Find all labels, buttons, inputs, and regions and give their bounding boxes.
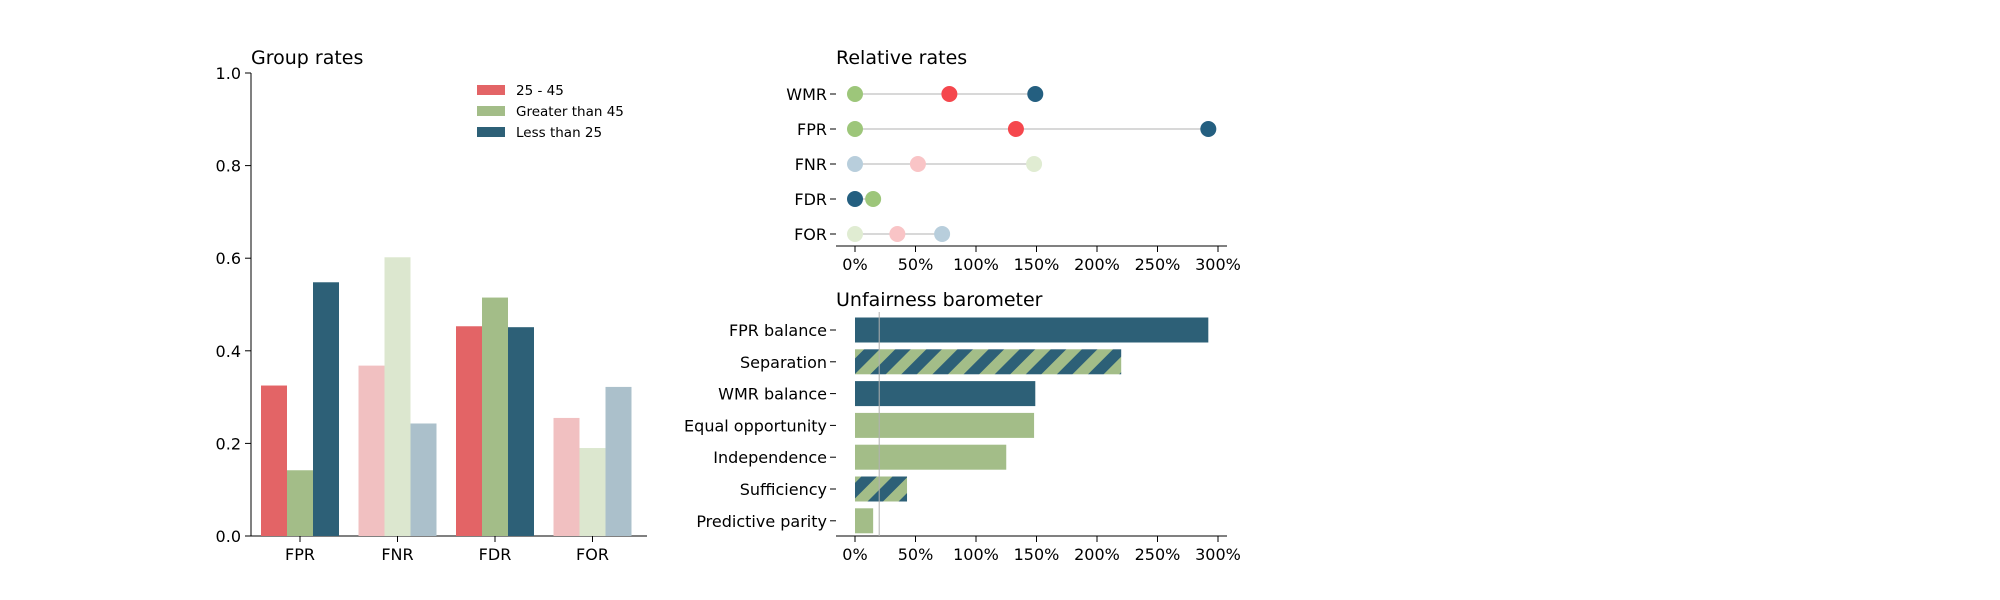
x-tick-label-0: 0% <box>842 545 867 564</box>
dot-for-25-45 <box>889 226 906 242</box>
y-label-wmr: WMR <box>786 85 827 104</box>
y-label-predictive-parity: Predictive parity <box>696 512 827 531</box>
bar-separation <box>855 349 1122 375</box>
y-tick-label: 0.0 <box>216 527 241 546</box>
bar-sufficiency <box>855 476 908 502</box>
dot-fnr-25-45 <box>909 156 926 172</box>
y-label-wmr-balance: WMR balance <box>718 385 827 404</box>
y-label-equal-opportunity: Equal opportunity <box>684 416 827 435</box>
bar-wmr-balance <box>855 381 1036 407</box>
bar-for-greater-than-45 <box>579 448 606 536</box>
y-tick-label: 0.6 <box>216 249 241 268</box>
bar-for-less-than-25 <box>605 386 632 536</box>
dot-wmr-25-45 <box>941 86 958 102</box>
bar-fpr-less-than-25 <box>313 282 339 536</box>
legend-label-greater-than-45: Greater than 45 <box>516 104 624 120</box>
x-tick-label-200: 200% <box>1074 255 1120 274</box>
y-label-fpr-balance: FPR balance <box>729 321 827 340</box>
x-tick-label-150: 150% <box>1014 255 1060 274</box>
bar-fpr-balance <box>855 317 1209 343</box>
x-tick-label-250: 250% <box>1135 545 1181 564</box>
group-rates-chart: Group rates 0.0 0.2 0.4 0.6 0.8 1.0 FPR FNR FDR… <box>216 47 647 564</box>
y-label-sufficiency: Sufficiency <box>740 480 827 499</box>
bar-fdr-greater-than-45 <box>482 297 508 536</box>
dot-fpr-25-45 <box>1007 121 1024 137</box>
bar-fpr-greater-than-45 <box>287 470 313 536</box>
relative-rates-chart: Relative rates WMR FPR FNR FDR FOR 0% 50% 100%… <box>786 47 1241 274</box>
y-label-for: FOR <box>794 225 827 244</box>
legend-label-less-than-25: Less than 25 <box>516 125 602 141</box>
dot-for-greater-than-45 <box>847 226 863 242</box>
x-tick-label-50: 50% <box>898 545 934 564</box>
group-rates-title: Group rates <box>251 47 363 69</box>
dot-fnr-less-than-25 <box>847 156 863 172</box>
x-tick-label-200: 200% <box>1074 545 1120 564</box>
y-label-separation: Separation <box>740 353 827 372</box>
y-label-fdr: FDR <box>794 190 827 209</box>
x-tick-label-fdr: FDR <box>479 545 512 564</box>
bar-independence <box>855 444 1007 470</box>
bar-equal-opportunity <box>855 412 1035 438</box>
legend-swatch-greater-than-45 <box>477 106 505 116</box>
x-tick-label-150: 150% <box>1014 545 1060 564</box>
x-tick-label-300: 300% <box>1195 545 1241 564</box>
bar-fnr-25-45 <box>358 365 385 536</box>
bar-fdr-less-than-25 <box>508 327 534 536</box>
unfairness-barometer-chart: Unfairness barometer FPR balance Separati… <box>684 289 1241 564</box>
x-tick-label-300: 300% <box>1195 255 1241 274</box>
bar-fdr-25-45 <box>456 326 482 536</box>
dot-fdr-less-than-25 <box>847 191 863 207</box>
legend-swatch-less-than-25 <box>477 127 505 137</box>
x-tick-label-fpr: FPR <box>285 545 315 564</box>
barometer-title: Unfairness barometer <box>836 289 1043 311</box>
y-label-fnr: FNR <box>795 155 827 174</box>
x-tick-label-100: 100% <box>953 255 999 274</box>
x-tick-label-50: 50% <box>898 255 934 274</box>
y-tick-label: 1.0 <box>216 64 241 83</box>
x-tick-label-for: FOR <box>576 545 609 564</box>
x-tick-label-fnr: FNR <box>381 545 413 564</box>
bar-fpr-25-45 <box>261 385 287 536</box>
dot-fpr-less-than-25 <box>1200 121 1217 137</box>
y-tick-label: 0.8 <box>216 157 241 176</box>
relative-rates-title: Relative rates <box>836 47 967 69</box>
dot-wmr-less-than-25 <box>1027 86 1044 102</box>
dot-for-less-than-25 <box>934 226 951 242</box>
dot-wmr-greater-than-45 <box>847 86 863 102</box>
y-tick-label: 0.2 <box>216 434 241 453</box>
x-tick-label-100: 100% <box>953 545 999 564</box>
dot-fdr-greater-than-45 <box>865 191 882 207</box>
bar-predictive-parity <box>855 508 874 534</box>
legend-label-25-45: 25 - 45 <box>516 83 564 99</box>
bar-fnr-greater-than-45 <box>384 257 411 536</box>
y-label-independence: Independence <box>713 448 827 467</box>
dot-fpr-greater-than-45 <box>847 121 863 137</box>
x-tick-label-250: 250% <box>1135 255 1181 274</box>
bar-fnr-less-than-25 <box>410 423 437 536</box>
legend-swatch-25-45 <box>477 85 505 95</box>
y-label-fpr: FPR <box>797 120 827 139</box>
x-tick-label-0: 0% <box>842 255 867 274</box>
bar-for-25-45 <box>553 417 580 536</box>
y-tick-label: 0.4 <box>216 342 241 361</box>
dot-fnr-greater-than-45 <box>1026 156 1043 172</box>
